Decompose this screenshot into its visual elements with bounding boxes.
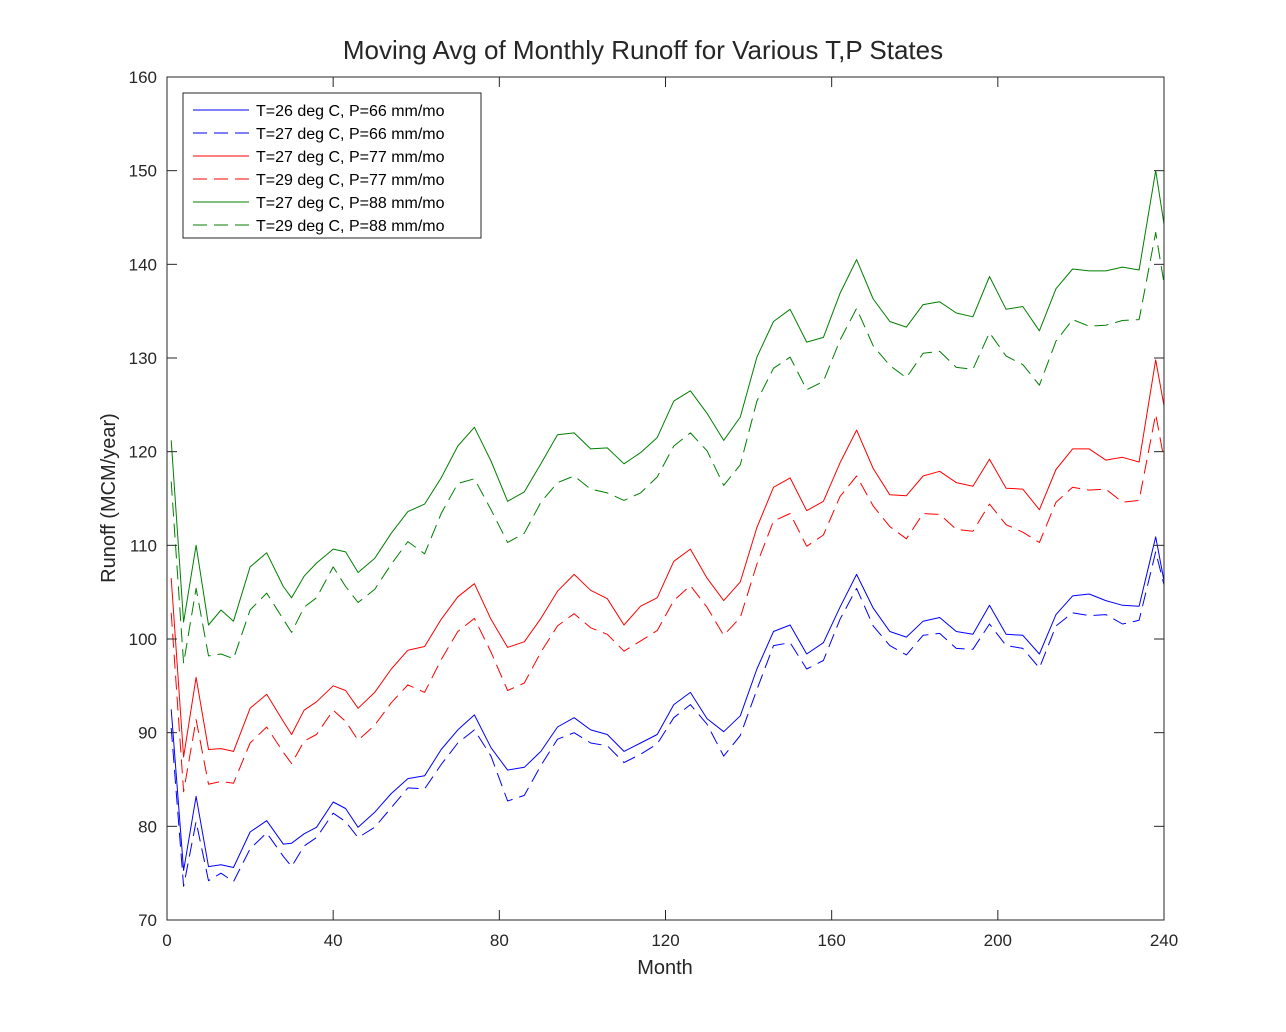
- x-tick-label: 160: [817, 931, 845, 950]
- series-line-4: [170, 413, 1165, 793]
- legend-entry-5: T=27 deg C, P=88 mm/mo: [256, 195, 445, 212]
- series-line-3: [170, 359, 1165, 758]
- series-layer: [170, 170, 1165, 887]
- series-line-5: [170, 170, 1165, 626]
- legend-entry-1: T=26 deg C, P=66 mm/mo: [256, 103, 445, 120]
- legend-entry-2: T=27 deg C, P=66 mm/mo: [256, 126, 445, 143]
- y-tick-labels: 70 80 90 100 110 120 130 140 150 160: [129, 68, 157, 930]
- y-tick-label: 120: [129, 443, 157, 462]
- x-tick-label: 200: [984, 931, 1012, 950]
- y-tick-label: 130: [129, 349, 157, 368]
- y-tick-label: 100: [129, 630, 157, 649]
- chart-title: Moving Avg of Monthly Runoff for Various…: [343, 35, 943, 65]
- y-tick-label: 110: [130, 536, 157, 555]
- y-tick-label: 80: [138, 817, 157, 836]
- y-tick-label: 90: [138, 724, 157, 743]
- x-tick-label: 120: [651, 931, 679, 950]
- x-tick-label: 40: [324, 931, 343, 950]
- x-tick-label: 240: [1150, 931, 1178, 950]
- x-tick-label: 0: [162, 931, 171, 950]
- legend-entry-3: T=27 deg C, P=77 mm/mo: [256, 149, 445, 166]
- series-line-2: [170, 551, 1165, 887]
- x-tick-labels: 0 40 80 120 160 200 240: [162, 931, 1178, 950]
- y-tick-label: 70: [138, 911, 157, 930]
- legend-entry-6: T=29 deg C, P=88 mm/mo: [256, 218, 445, 235]
- series-line-6: [170, 232, 1165, 664]
- series-line-1: [170, 536, 1165, 871]
- x-axis-label: Month: [637, 957, 693, 979]
- legend-box: [182, 92, 482, 239]
- y-tick-label: 150: [129, 162, 157, 181]
- x-tick-label: 80: [490, 931, 509, 950]
- axes-box: [166, 76, 1165, 921]
- y-tick-label: 160: [129, 68, 157, 87]
- legend: T=26 deg C, P=66 mm/mo T=27 deg C, P=66 m…: [182, 92, 482, 239]
- y-tick-label: 140: [129, 255, 157, 274]
- legend-entry-4: T=29 deg C, P=77 mm/mo: [256, 172, 445, 189]
- y-axis-label: Runoff (MCM/year): [98, 413, 120, 583]
